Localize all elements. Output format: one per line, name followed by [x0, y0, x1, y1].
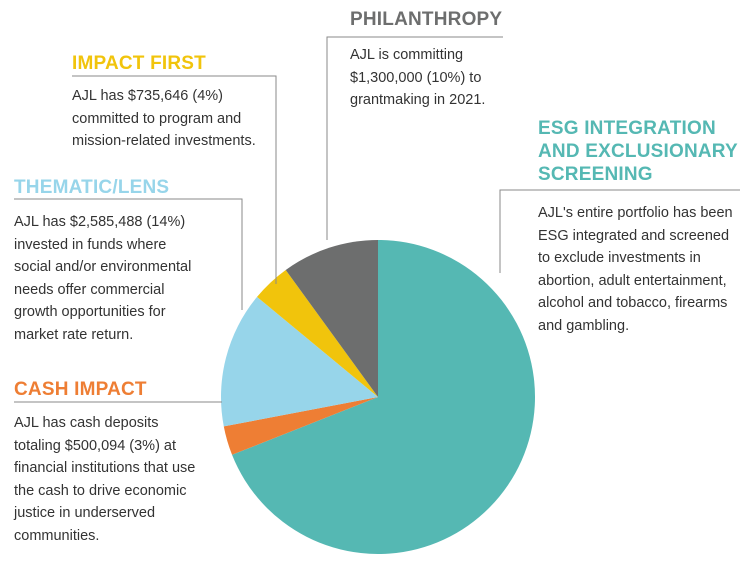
philanthropy-callout: PHILANTHROPY AJL is committing $1,300,000…: [350, 8, 502, 112]
pie-slice-philanthropy: [285, 240, 378, 397]
cash-impact-description-line: justice in underserved: [14, 505, 156, 521]
esg-description-line: AJL's entire portfolio has been: [538, 205, 733, 221]
cash-impact-description: AJL has cash deposits totaling $500,094 (…: [14, 412, 195, 547]
esg-description-line: abortion, adult entertainment,: [538, 272, 727, 289]
cash-impact-description-line: financial institutions that use: [14, 460, 196, 476]
esg-description-line: ESG integrated and screened: [538, 227, 730, 244]
thematic-description-line: growth opportunities for: [14, 304, 166, 320]
philanthropy-description-line: AJL is committing: [350, 47, 464, 63]
leader-line-thematic: [14, 198, 243, 310]
philanthropy-description-line: grantmaking in 2021.: [350, 92, 486, 108]
cash-impact-title-line: CASH IMPACT: [14, 379, 147, 400]
philanthropy-title: PHILANTHROPY: [350, 8, 502, 31]
thematic-lens-description: AJL has $2,585,488 (14%) invested in fund…: [14, 211, 191, 346]
pie-slice-thematic: [220, 296, 378, 427]
impact-first-title: IMPACT FIRST: [72, 52, 256, 75]
esg-description-line: alcohol and tobacco, firearms: [538, 295, 728, 311]
esg-description-line: and gambling.: [538, 317, 630, 334]
thematic-description-line: invested in funds where: [14, 236, 167, 253]
esg-description-line: to exclude investments in: [538, 250, 701, 266]
impact-first-description-line: AJL has $735,646 (4%): [72, 88, 224, 104]
pie-slice-cash-impact: [223, 397, 378, 455]
cash-impact-description-line: totaling $500,094 (3%) at: [14, 437, 177, 454]
thematic-description-line: needs offer commercial: [14, 281, 165, 298]
esg-integration-callout: ESG INTEGRATION AND EXCLUSIONARY SCREENING…: [538, 117, 738, 337]
leader-line-esg: [499, 189, 740, 273]
esg-title-line: SCREENING: [538, 164, 653, 185]
impact-first-description-line: mission-related investments.: [72, 133, 256, 149]
leader-line-philanthropy: [326, 36, 503, 240]
pie-slice-impact-first: [257, 269, 378, 397]
thematic-description-line: social and/or environmental: [14, 259, 192, 275]
thematic-title-line: THEMATIC/LENS: [14, 177, 170, 198]
philanthropy-description: AJL is committing $1,300,000 (10%) to gran…: [350, 44, 502, 112]
thematic-description-line: market rate return.: [14, 326, 134, 343]
impact-first-callout: IMPACT FIRST AJL has $735,646 (4%) commit…: [72, 52, 256, 153]
thematic-lens-title: THEMATIC/LENS: [14, 176, 191, 199]
cash-impact-description-line: the cash to drive economic: [14, 482, 187, 499]
cash-impact-callout: CASH IMPACT AJL has cash deposits totalin…: [14, 378, 195, 547]
esg-integration-title: ESG INTEGRATION AND EXCLUSIONARY SCREENING: [538, 117, 738, 186]
thematic-lens-callout: THEMATIC/LENS AJL has $2,585,488 (14%) in…: [14, 176, 191, 346]
cash-impact-description-line: AJL has cash deposits: [14, 415, 159, 431]
impact-first-description: AJL has $735,646 (4%) committed to progra…: [72, 85, 256, 153]
leader-line-impact-first: [72, 75, 277, 284]
impact-first-title-line: IMPACT FIRST: [72, 53, 206, 74]
philanthropy-title-line: PHILANTHROPY: [350, 9, 503, 30]
cash-impact-description-line: communities.: [14, 527, 100, 544]
impact-first-description-line: committed to program and: [72, 110, 242, 127]
esg-title-line: ESG INTEGRATION: [538, 118, 716, 139]
pie-slice-esg: [232, 239, 536, 555]
philanthropy-description-line: $1,300,000 (10%) to: [350, 69, 482, 86]
thematic-description-line: AJL has $2,585,488 (14%): [14, 214, 186, 230]
cash-impact-title: CASH IMPACT: [14, 378, 195, 401]
esg-title-line: AND EXCLUSIONARY: [538, 141, 738, 162]
esg-integration-description: AJL's entire portfolio has been ESG integ…: [538, 202, 738, 337]
